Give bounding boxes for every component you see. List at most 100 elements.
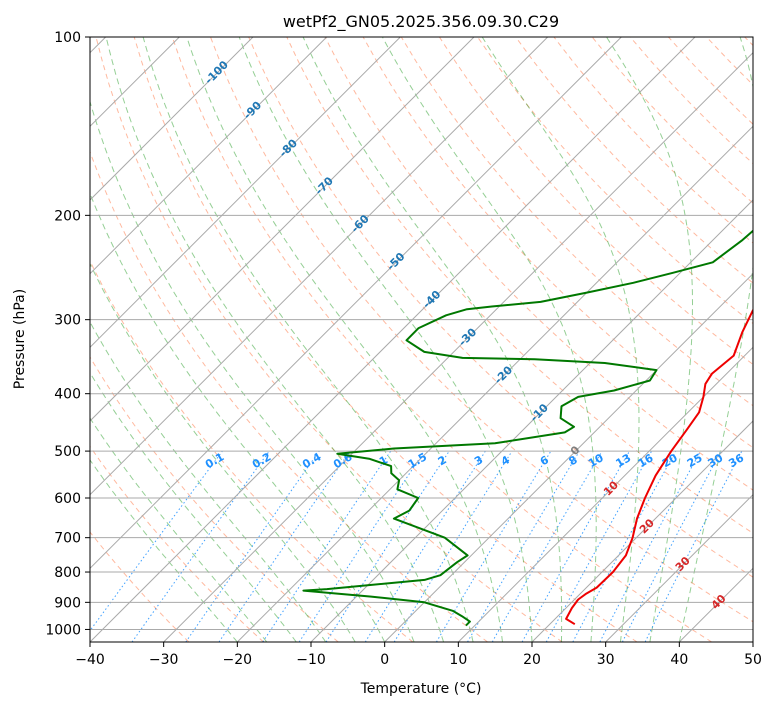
profiles [302,229,753,627]
x-tick-label: 50 [744,652,762,668]
moist-adiabat [142,37,474,642]
mixing-ratio-line [131,450,270,642]
dry-adiabat [90,150,488,642]
moist-adiabat [90,262,356,642]
mixing-ratio-line [262,450,392,642]
isotherm-line [90,37,254,201]
dry-adiabat [248,37,753,578]
chart-title: wetPf2_GN05.2025.356.09.30.C29 [283,12,559,32]
y-tick-label: 500 [54,444,81,460]
dry-adiabat [744,37,753,47]
mixing-ratio-line [393,450,513,642]
mixing-ratio-label: 2 [436,453,449,468]
moist-adiabat [606,37,693,642]
mixing-ratio-label: 36 [726,451,746,470]
mixing-ratio-label: 0.4 [300,450,324,471]
dry-adiabat [706,37,753,86]
y-tick-label: 1000 [45,622,81,638]
y-tick-label: 700 [54,531,81,547]
moist-adiabat [105,37,445,642]
isotherm-line [90,37,696,642]
x-axis-title: Temperature (°C) [360,681,482,697]
x-axis-ticks: −40 −30 −20 −10 0 10 20 30 40 50 [75,642,762,668]
isotherm-label: -90 [241,99,264,122]
mixing-ratio-line [467,450,580,642]
x-tick-label: 0 [380,652,389,668]
mixing-ratio-line [599,450,701,642]
mixing-ratio-label: 6 [538,453,551,468]
isotherm-line [163,51,753,642]
mixing-ratio-line [90,450,223,632]
isotherm-line [457,346,753,642]
mixing-ratio-label: 16 [636,451,656,470]
dry-adiabat [90,445,264,642]
x-tick-label: 40 [670,652,688,668]
dry-adiabat [171,37,712,642]
y-tick-label: 900 [54,595,81,611]
isotherm-label: -10 [528,401,551,424]
mixing-ratio-line [644,450,743,642]
y-tick-label: 200 [54,208,81,224]
y-tick-label: 800 [54,565,81,581]
dry-adiabat [400,37,753,407]
moist-adiabat [90,417,268,642]
dry-adiabat [90,356,339,642]
isotherm-line [384,272,753,642]
isotherm-label: -80 [277,136,300,159]
x-tick-label: −20 [223,652,253,668]
isotherm-line [90,37,622,570]
x-tick-label: −40 [75,652,105,668]
isotherm-label: 10 [601,478,621,498]
mixing-ratio-line [298,450,425,642]
isotherm-line [90,37,328,275]
mixing-ratio-label: 13 [613,451,633,470]
y-axis-ticks: 100 200 300 400 500 600 700 800 900 1000 [45,30,90,638]
mixing-ratio-line [572,450,677,642]
moist-adiabat [381,37,597,642]
isotherm-label: -70 [313,174,336,197]
dry-adiabat [90,259,414,642]
mixing-ratio-label: 30 [705,451,725,470]
mixing-ratio-line [545,450,653,642]
dry-adiabat [553,37,753,244]
moist-adiabat [90,459,238,642]
isotherm-line [310,199,753,642]
x-tick-label: 30 [597,652,615,668]
mixing-ratio-line [218,450,351,642]
isotherm-line [531,420,753,642]
mixing-ratio-label: 4 [499,453,512,468]
isotherm-line [752,641,753,642]
mixing-ratio-line [364,450,486,642]
isotherm-line [605,493,753,642]
moist-adiabat [90,321,327,642]
mixing-ratio-label: 10 [586,451,606,470]
isotherm-line [90,37,549,496]
moist-adiabat [90,99,415,642]
x-tick-label: −10 [296,652,326,668]
y-axis-title: Pressure (hPa) [12,289,28,389]
isotherm-line [90,37,401,349]
isotherm-line [678,567,753,642]
isotherm-label: -100 [202,58,231,87]
dry-adiabat [90,531,190,642]
moist-adiabat [481,37,640,642]
temperature-line [565,308,753,626]
isotherm-line [236,125,753,642]
x-tick-label: 20 [523,652,541,668]
y-tick-label: 600 [54,491,81,507]
moist-adiabat [678,37,753,642]
background-lines [90,37,753,642]
moist-adiabat [238,37,533,642]
mixing-ratio-label: 0.1 [203,450,226,471]
mixing-ratio-line [185,450,320,642]
isotherm-label: 30 [673,554,693,574]
mixing-ratio-label: 3 [472,453,485,468]
y-tick-label: 100 [54,30,81,46]
dry-adiabat [210,37,753,623]
y-tick-label: 400 [54,387,81,403]
moist-adiabat [90,371,297,642]
mixing-ratio-label: 0.2 [250,450,273,471]
x-tick-label: 10 [449,652,467,668]
